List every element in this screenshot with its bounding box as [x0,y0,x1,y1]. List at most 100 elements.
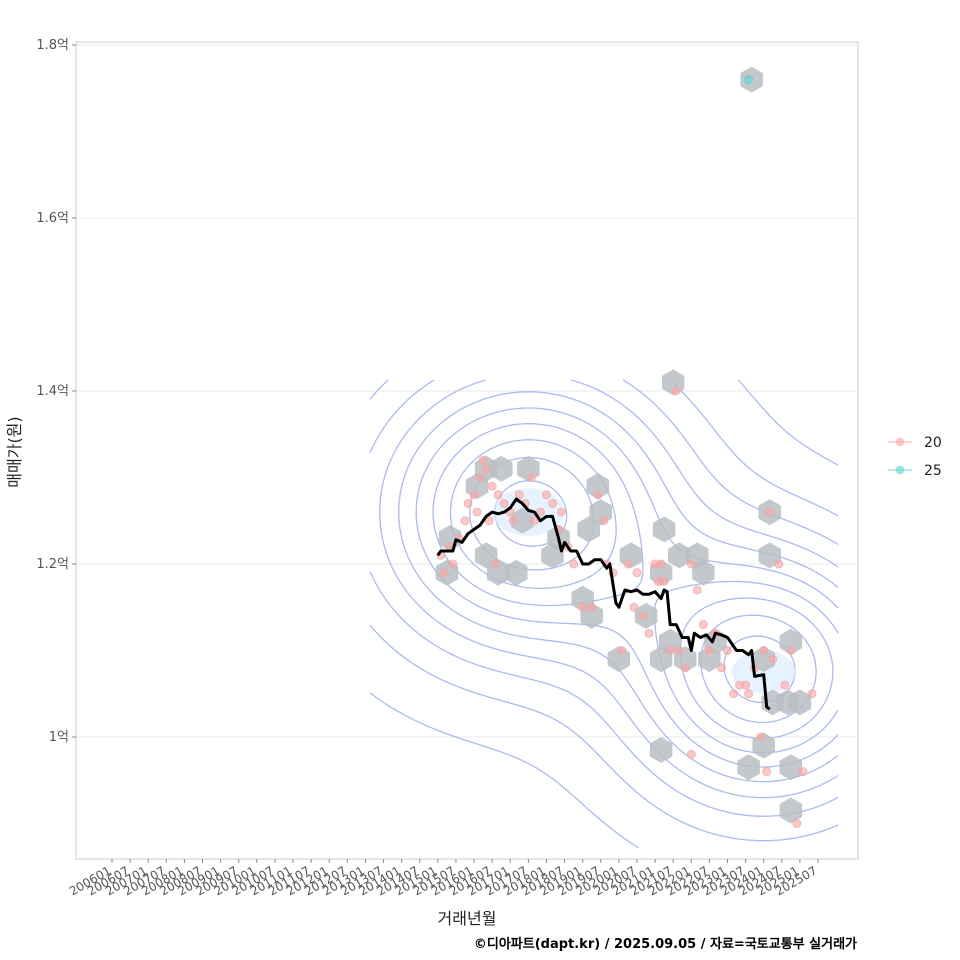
point-series-20 [487,481,497,491]
hexbin [652,516,676,543]
point-series-20 [741,680,751,690]
point-series-20 [617,646,627,655]
point-series-20 [744,689,754,699]
point-series-20 [472,507,482,517]
point-series-20 [499,498,509,508]
trend-layer [436,497,771,711]
point-series-20 [807,689,817,699]
hexbin [577,516,600,543]
point-series-20 [722,646,732,655]
point-series-20 [671,386,681,396]
point-series-20 [623,559,633,569]
y-axis-title: 매매가(원) [5,416,24,487]
y-axis-ticks: 1억 1.2억 1.4억 1.6억 1.8억 [36,38,76,745]
point-series-20 [674,646,684,655]
hexbin [779,754,803,781]
point-series-20 [686,559,696,569]
point-series-20 [463,498,473,508]
point-series-20 [629,602,639,612]
point-series-20 [460,516,470,526]
point-series-20 [780,680,790,690]
point-series-20 [765,507,775,517]
point-series-20 [759,646,769,655]
point-series-20 [756,732,766,742]
density-contour-line [379,379,839,799]
caption: ©디아파트(dapt.kr) / 2025.09.05 / 자료=국토교통부 실… [474,936,857,952]
hexbin [668,542,691,569]
legend-label: 25 [924,463,942,479]
legend-key-point [895,465,905,475]
point-series-20 [508,516,518,526]
grid-layer [76,44,858,738]
hexbin [692,559,715,586]
point-series-20 [529,516,539,526]
point-series-20 [439,568,449,578]
legend-label: 20 [924,435,942,451]
density-contour-line [369,379,839,842]
point-series-20 [698,620,708,630]
point-series-20 [665,646,675,655]
point-series-20 [762,767,772,777]
hexbin [788,689,812,716]
point-series-20 [692,585,702,595]
y-tick-label: 1.8억 [36,38,69,53]
point-series-20 [680,663,690,673]
hexbin [737,754,760,781]
point-series-20 [526,473,536,482]
hexbin [505,559,528,586]
point-series-20 [659,576,669,586]
point-series-20 [469,490,479,500]
y-tick-label: 1억 [49,730,69,745]
hexbin [779,797,803,824]
point-series-25 [744,75,754,85]
y-tick-label: 1.6억 [36,211,69,226]
point-series-20 [541,490,551,500]
hexbin [586,473,609,500]
point-series-20 [484,516,494,526]
point-series-20 [638,611,648,621]
density-contour-line [449,439,834,740]
panel-border [75,41,859,860]
point-series-20 [587,602,597,612]
point-series-20 [478,455,488,465]
hexbin [649,737,673,763]
point-series-20 [578,602,588,612]
point-series-20 [481,464,491,474]
trend-line [436,497,771,711]
point-series-20 [632,568,642,578]
point-series-20 [798,767,808,777]
x-axis-ticks: 2006012006072007012007072008012008072009… [67,859,820,899]
point-series-20 [593,490,603,500]
point-series-20 [656,559,666,569]
point-series-20 [475,473,485,482]
point-series-20 [599,516,609,526]
point-series-20 [686,749,696,759]
point-series-20 [493,490,503,500]
point-series-20 [644,628,654,638]
point-series-20 [729,689,739,699]
points-layer [436,75,817,828]
point-series-20 [535,507,545,517]
legend-key-point [895,437,905,447]
hexbin [511,507,534,534]
legend: 2025 [888,435,942,479]
point-series-20 [792,819,802,828]
point-series-20 [569,559,579,569]
point-series-20 [557,507,567,517]
point-series-20 [547,498,557,508]
point-series-20 [716,663,726,673]
point-series-20 [774,559,784,569]
x-axis-title: 거래년월 [438,909,497,928]
hexbin [779,628,803,655]
point-series-20 [786,646,796,655]
y-tick-label: 1.2억 [36,557,69,572]
hexbin [489,455,513,482]
point-series-20 [768,654,778,664]
point-series-20 [704,646,714,655]
density-contour-line [398,391,839,783]
point-series-20 [514,490,524,500]
point-series-20 [448,559,458,569]
point-series-20 [490,559,500,569]
density-contour-line [369,379,839,849]
